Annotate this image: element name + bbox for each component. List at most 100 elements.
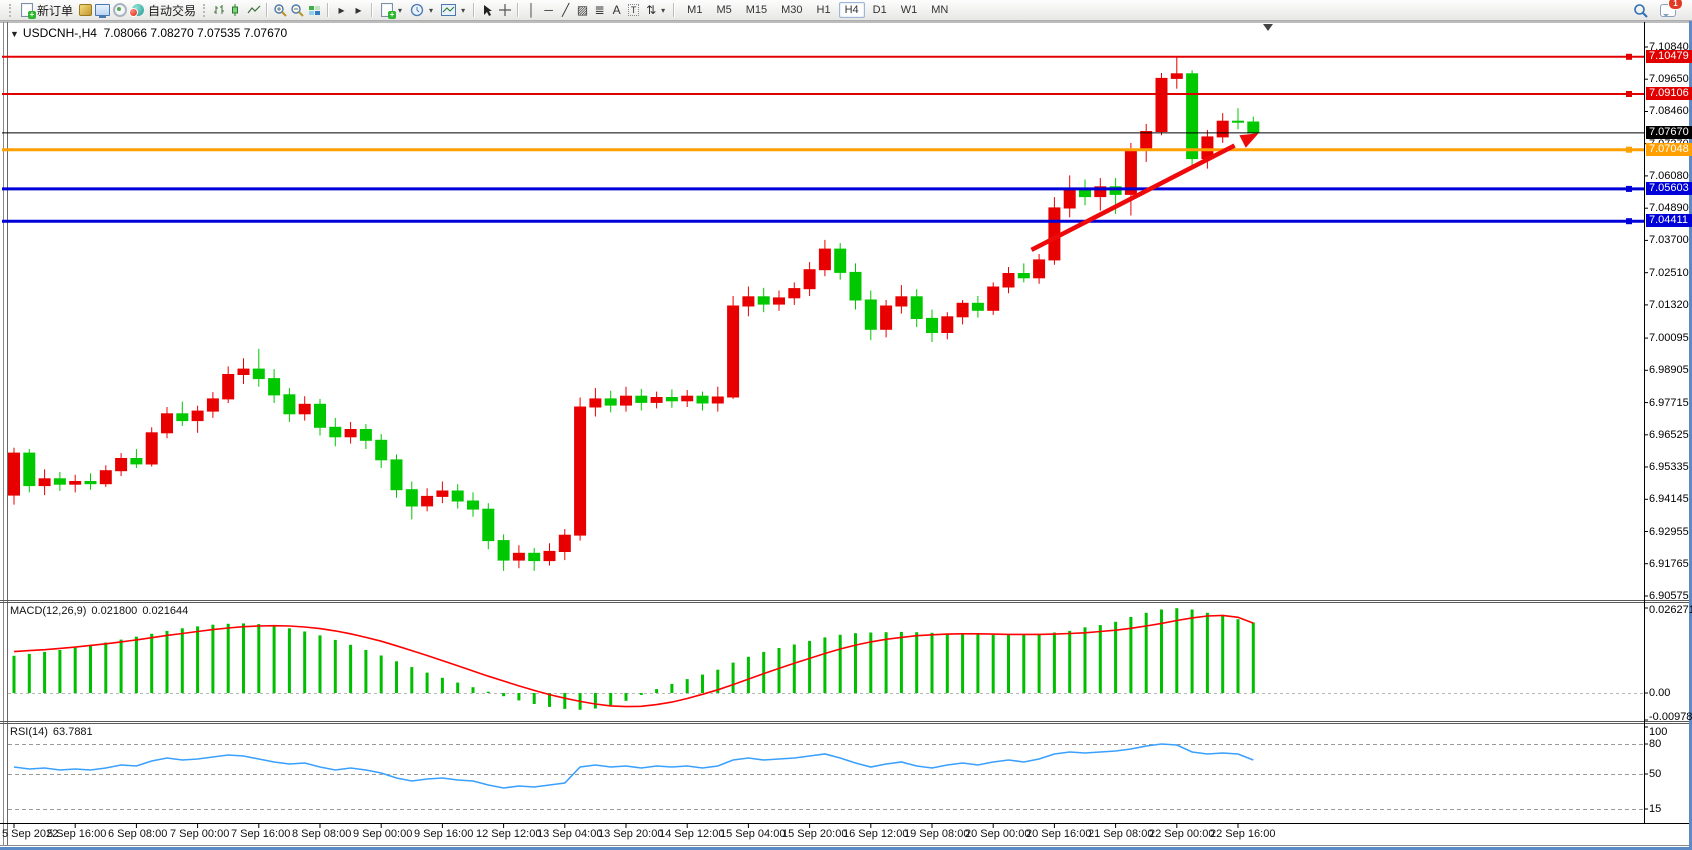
level-line-handle[interactable] bbox=[1626, 53, 1632, 60]
candle-body bbox=[130, 458, 143, 465]
timeframe-M30[interactable]: M30 bbox=[781, 4, 803, 16]
candle-body bbox=[405, 489, 418, 507]
arrows-tool-button[interactable]: ⇅ ▾ bbox=[642, 1, 669, 20]
macd-histogram-bar bbox=[196, 626, 200, 693]
macd-histogram-bar bbox=[945, 633, 949, 693]
macd-histogram-bar bbox=[624, 693, 628, 701]
macd-histogram-bar bbox=[777, 648, 781, 693]
trendline-tool-icon[interactable]: ╱ bbox=[561, 3, 570, 17]
macd-histogram-bar bbox=[609, 693, 613, 706]
candle-body bbox=[834, 248, 847, 273]
macd-histogram-bar bbox=[976, 634, 980, 693]
timeframe-D1[interactable]: D1 bbox=[872, 4, 887, 16]
line-chart-mode-icon[interactable] bbox=[245, 2, 262, 19]
level-line-handle[interactable] bbox=[1626, 146, 1632, 153]
signals-icon[interactable] bbox=[111, 2, 128, 19]
chart-shift-icon[interactable]: ▸ bbox=[355, 3, 362, 17]
horizontal-line-tool-icon[interactable]: ─ bbox=[544, 3, 553, 17]
new-order-button[interactable]: + 新订单 bbox=[17, 1, 77, 20]
bar-chart-mode-icon[interactable] bbox=[211, 2, 228, 19]
candle-body bbox=[467, 500, 479, 510]
candle-body bbox=[298, 403, 311, 415]
macd-histogram-bar bbox=[1098, 625, 1102, 693]
trend-arrow-line[interactable] bbox=[1030, 143, 1236, 252]
zoom-in-icon[interactable] bbox=[272, 2, 289, 19]
candle-body bbox=[329, 426, 342, 438]
template-button[interactable]: ▾ bbox=[437, 1, 469, 20]
macd-histogram-bar bbox=[27, 653, 31, 693]
search-icon[interactable] bbox=[1632, 2, 1649, 19]
toolbar-separator bbox=[327, 3, 330, 17]
timeframe-MN[interactable]: MN bbox=[931, 4, 949, 16]
dropdown-arrow-icon: ▾ bbox=[429, 5, 434, 15]
candlestick-mode-icon[interactable] bbox=[228, 2, 245, 19]
toolbar-grip[interactable] bbox=[203, 3, 208, 17]
macd-histogram-bar bbox=[532, 693, 536, 704]
macd-histogram-bar bbox=[517, 693, 521, 701]
template-icon bbox=[441, 4, 457, 16]
candle-body bbox=[956, 302, 969, 318]
candle-body bbox=[696, 395, 709, 404]
level-line-handle[interactable] bbox=[1626, 185, 1632, 192]
candle-body bbox=[665, 397, 678, 402]
candle-body bbox=[84, 481, 97, 485]
macd-histogram-bar bbox=[456, 682, 460, 693]
macd-histogram-bar bbox=[716, 669, 720, 693]
trend-arrow-head[interactable] bbox=[1239, 127, 1261, 148]
macd-histogram-bar bbox=[1175, 608, 1179, 693]
candle-body bbox=[635, 395, 648, 403]
market-watch-icon[interactable] bbox=[94, 2, 111, 19]
macd-histogram-bar bbox=[823, 637, 827, 693]
candle-body bbox=[711, 396, 724, 404]
level-line-handle[interactable] bbox=[1626, 91, 1632, 97]
timeframe-M1[interactable]: M1 bbox=[687, 4, 703, 16]
crosshair-tool-icon[interactable] bbox=[496, 2, 513, 19]
candle-body bbox=[788, 288, 801, 299]
timeframe-M15[interactable]: M15 bbox=[745, 4, 768, 16]
tile-windows-icon[interactable] bbox=[306, 2, 323, 19]
period-button[interactable]: ▾ bbox=[406, 1, 437, 20]
text-tool-icon[interactable]: A bbox=[612, 3, 621, 17]
timeframe-H4[interactable]: H4 bbox=[838, 2, 865, 18]
new-order-icon: + bbox=[21, 3, 36, 19]
history-center-icon[interactable] bbox=[77, 2, 94, 19]
macd-histogram-bar bbox=[12, 655, 16, 693]
new-chart-icon: + bbox=[381, 3, 397, 19]
candle-body bbox=[757, 296, 770, 305]
fibonacci-tool-icon[interactable]: ≣ bbox=[594, 3, 605, 17]
macd-histogram-bar bbox=[89, 645, 92, 693]
macd-histogram-bar bbox=[884, 632, 888, 693]
cursor-tool-icon[interactable] bbox=[479, 2, 496, 19]
autotrading-button[interactable]: 自动交易 bbox=[128, 1, 200, 20]
new-chart-button[interactable]: + ▾ bbox=[377, 1, 406, 20]
candle-body bbox=[53, 478, 66, 485]
zoom-out-icon[interactable] bbox=[289, 2, 306, 19]
channel-tool-icon[interactable]: ▨ bbox=[576, 3, 589, 17]
macd-histogram-bar bbox=[746, 656, 750, 693]
macd-histogram-bar bbox=[670, 683, 674, 693]
text-label-tool-icon[interactable]: T bbox=[625, 2, 642, 19]
candle-body bbox=[528, 552, 541, 562]
collapse-arrow-icon[interactable]: ▼ bbox=[10, 29, 19, 39]
candle-body bbox=[390, 459, 403, 491]
macd-histogram-bar bbox=[349, 644, 353, 693]
new-order-label: 新订单 bbox=[37, 3, 74, 18]
timeframe-M5[interactable]: M5 bbox=[716, 4, 732, 16]
candle-body bbox=[1247, 121, 1260, 134]
chat-button[interactable]: 1 bbox=[1659, 0, 1683, 19]
macd-histogram-bar bbox=[1144, 612, 1148, 693]
macd-histogram-bar bbox=[563, 693, 567, 709]
vertical-line-tool-icon[interactable]: │ bbox=[527, 3, 536, 17]
toolbar-grip[interactable] bbox=[9, 3, 14, 17]
chart-shift-marker-icon[interactable] bbox=[1263, 24, 1273, 31]
timeframe-H1[interactable]: H1 bbox=[816, 4, 831, 16]
candle-body bbox=[191, 410, 204, 422]
candle-body bbox=[252, 368, 265, 380]
auto-scroll-icon[interactable]: ▸ bbox=[338, 3, 345, 17]
macd-histogram-bar bbox=[58, 650, 62, 693]
level-line-handle[interactable] bbox=[1626, 218, 1632, 225]
timeframe-W1[interactable]: W1 bbox=[900, 4, 918, 16]
macd-histogram-bar bbox=[1160, 609, 1163, 693]
